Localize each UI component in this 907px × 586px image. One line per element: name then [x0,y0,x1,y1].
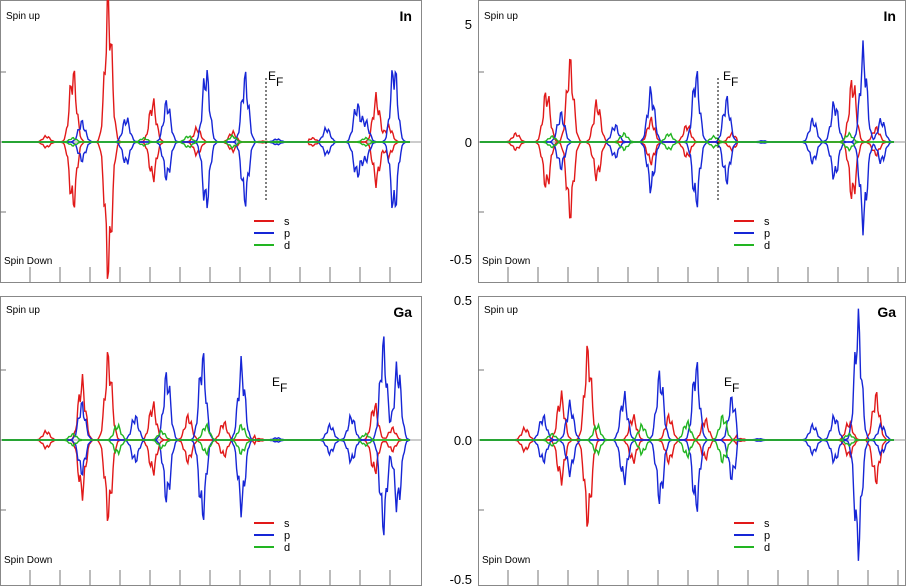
spin-up-label: Spin up [6,11,40,22]
series-d-spin-down [2,439,410,457]
series-p-spin-down [2,141,410,209]
panel-bottom-left: E F Spin up Spin Down Ga spd [0,296,422,586]
y-tick-label: -0.5 [450,252,472,267]
legend-label-s: s [764,518,770,530]
y-tick-label: 0.0 [454,433,472,448]
element-label: In [400,8,412,24]
fermi-label-sub: F [732,381,739,395]
series-d-spin-down [480,439,894,464]
spin-down-label: Spin Down [482,256,530,267]
spin-up-label: Spin up [484,305,518,316]
fermi-label: E [272,375,280,389]
spin-up-label: Spin up [6,305,40,316]
y-tick-label: 0.5 [454,293,472,308]
series-d-spin-down [480,141,894,152]
fermi-label: E [724,375,732,389]
panel-bottom-right: E F Spin up Spin Down Ga 0.5 0.0 -0.5 spd [450,293,906,586]
spin-down-label: Spin Down [4,256,52,267]
series-s-spin-down [2,141,410,279]
spin-up-label: Spin up [484,11,518,22]
panel-top-left: E F Spin up Spin Down In spd [0,0,422,283]
spin-down-label: Spin Down [4,555,52,566]
series-p-spin-up [480,40,895,143]
legend-label-p: p [284,530,290,542]
series-p-spin-up [2,336,411,441]
legend-label-p: p [764,530,770,542]
series-p-spin-up [2,69,410,143]
panel-top-right: E F Spin up Spin Down In 5 0 -0.5 spd [450,0,906,283]
series-s-spin-up [480,58,894,143]
y-tick-label: 0 [465,135,472,150]
legend-label-d: d [764,542,770,554]
y-tick-label: -0.5 [450,572,472,586]
series-p-spin-down [480,141,895,236]
legend-label-s: s [764,216,770,228]
element-label: In [884,8,896,24]
fermi-label: E [268,69,276,83]
series-s-spin-down [480,141,894,219]
series-d-spin-down [2,141,410,150]
legend-label-p: p [764,228,770,240]
fermi-label-sub: F [280,381,287,395]
element-label: Ga [877,304,896,320]
legend-label-d: d [284,542,290,554]
fermi-label-sub: F [731,75,738,89]
series-s-spin-up [2,0,410,143]
legend-label-s: s [284,518,290,530]
series-p-spin-down [480,439,895,561]
legend-label-p: p [284,228,290,240]
fermi-label: E [723,69,731,83]
series-p-spin-down [2,439,411,536]
spin-down-label: Spin Down [482,555,530,566]
y-tick-label: 5 [465,17,472,32]
series-p-spin-up [480,308,895,441]
legend-label-s: s [284,216,290,228]
fermi-label-sub: F [276,75,283,89]
legend-label-d: d [764,240,770,252]
element-label: Ga [393,304,412,320]
legend-label-d: d [284,240,290,252]
